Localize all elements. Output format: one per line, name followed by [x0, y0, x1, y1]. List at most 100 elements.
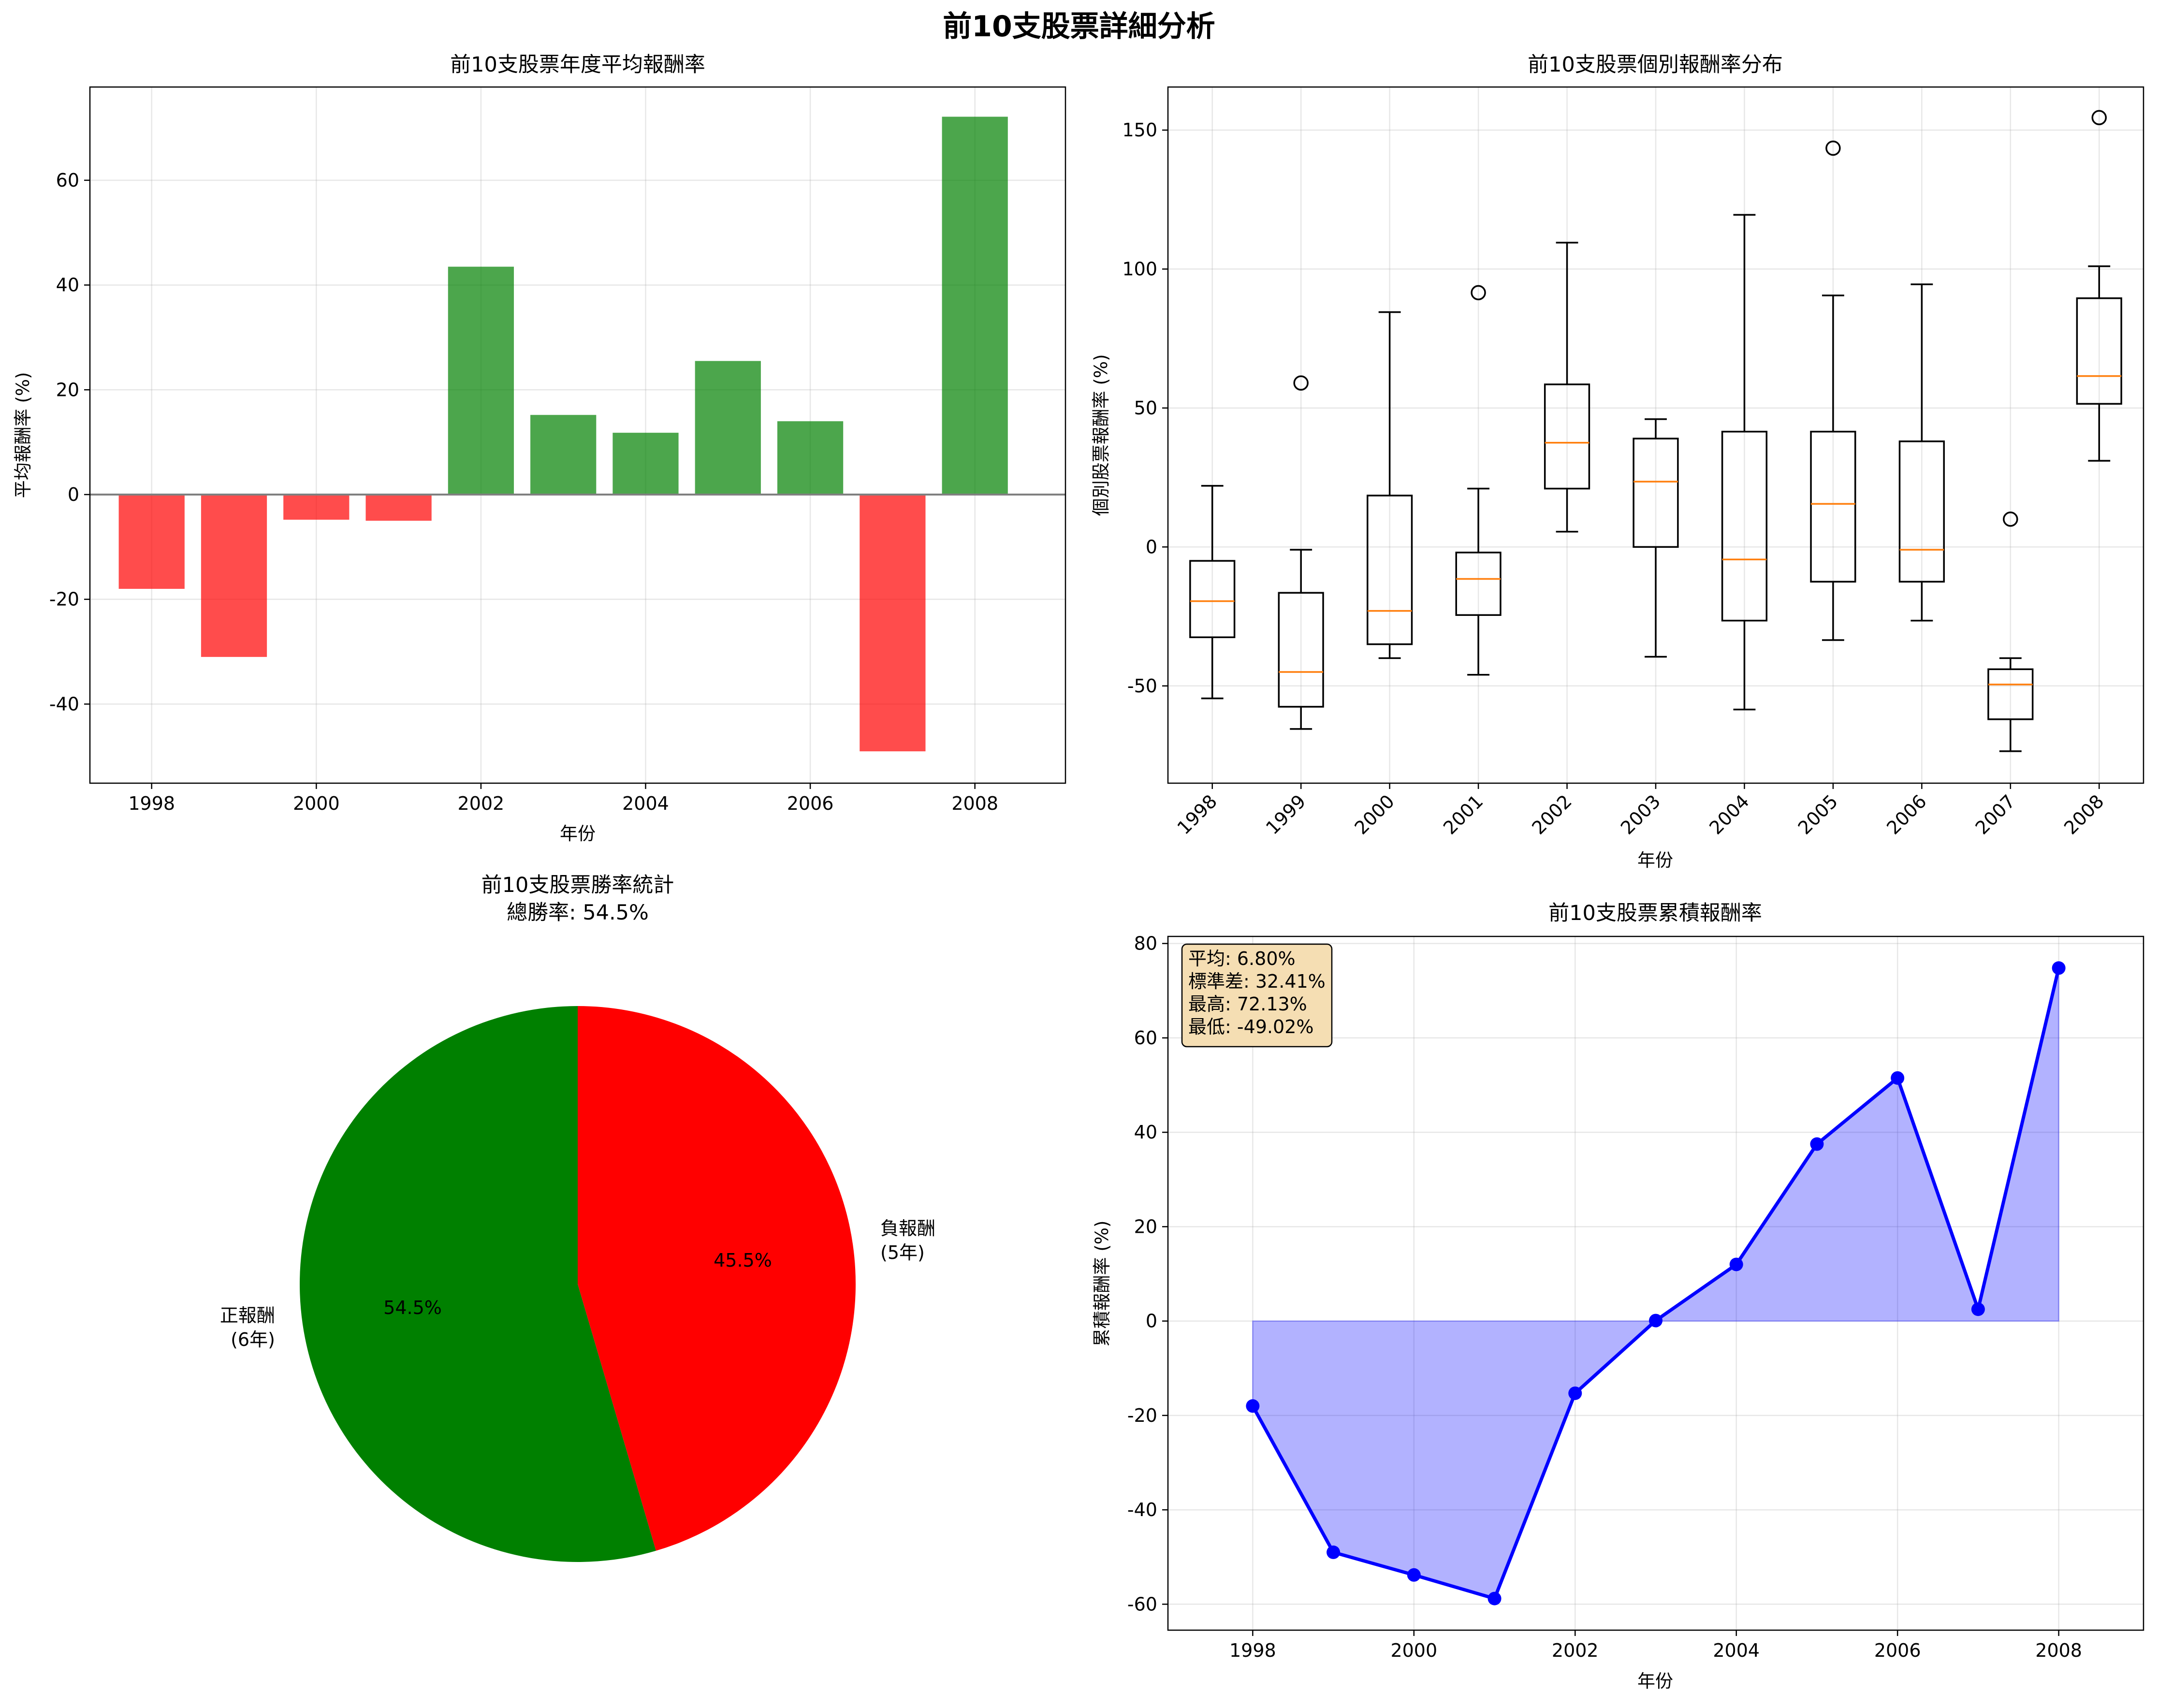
bar-2001: [365, 494, 432, 521]
bar-tick-label-y: 0: [68, 484, 79, 505]
pie-title-line1: 前10支股票勝率統計: [481, 873, 674, 897]
bar-tick-label-x: 2008: [951, 793, 998, 814]
box-body-2004: [1721, 431, 1768, 622]
cum-tick-label-x: 2006: [1874, 1640, 1921, 1661]
bar-2004: [612, 433, 679, 495]
cum-tick-label-y: -60: [1127, 1593, 1157, 1615]
stats-box-line-0: 平均: 6.80%: [1188, 948, 1296, 969]
pie-pct-label-0: 54.5%: [383, 1297, 442, 1318]
bar-series: [118, 117, 1008, 752]
cum-point-2006: [1891, 1071, 1905, 1085]
bar-tick-label-x: 2004: [622, 793, 669, 814]
cum-tick-label-y: 0: [1146, 1311, 1157, 1332]
stats-box-line-3: 最低: -49.02%: [1188, 1016, 1314, 1037]
box-body-2008: [2076, 297, 2122, 405]
box-flier-1999: [1293, 375, 1309, 391]
stats-box: 平均: 6.80%標準差: 32.41%最高: 72.13%最低: -49.02…: [1181, 943, 1333, 1048]
cum-tick-label-y: 80: [1134, 933, 1157, 954]
box-flier-2008: [2091, 110, 2107, 125]
pie-label-0-1: (6年): [231, 1329, 275, 1350]
cum-tick-label-x: 2000: [1390, 1640, 1437, 1661]
box-body-2007: [1987, 668, 2034, 720]
bar-2006: [777, 421, 844, 495]
cum-axes-frame: [1167, 935, 2144, 1631]
bar-panel: 前10支股票年度平均報酬率 1998 2000 2002 2004 2006 2008 -4…: [13, 53, 1066, 844]
box-body-2003: [1633, 438, 1679, 548]
cum-point-1999: [1327, 1545, 1341, 1559]
box-tick-label-x: 1999: [1262, 790, 1310, 839]
box-axes-frame: [1167, 86, 2144, 784]
stats-box-line-2: 最高: 72.13%: [1188, 993, 1307, 1015]
bar-2005: [695, 361, 761, 495]
cum-tick-label-x: 2008: [2035, 1640, 2082, 1661]
cum-point-2005: [1810, 1137, 1824, 1151]
bar-tick-label-x: 2000: [293, 793, 340, 814]
pie-slice-negative: [578, 1006, 856, 1551]
box-tick-label-x: 1998: [1173, 790, 1222, 839]
box-tick-label-x: 2002: [1528, 790, 1576, 839]
box-tick-label-x: 2007: [1971, 790, 2020, 839]
box-body-2006: [1898, 440, 1945, 583]
cum-point-2000: [1407, 1568, 1421, 1582]
box-flier-2007: [2003, 511, 2018, 527]
box-body-2001: [1455, 552, 1502, 616]
cum-gridlines: [1168, 936, 2143, 1630]
stats-box-line-1: 標準差: 32.41%: [1188, 971, 1326, 992]
box-tick-label-x: 2004: [1705, 790, 1753, 839]
cum-tick-label-x: 2004: [1713, 1640, 1760, 1661]
cum-ylabel: 累積報酬率 (%): [1092, 1221, 1112, 1347]
bar-tick-label-y: 20: [56, 379, 79, 400]
cum-point-2001: [1487, 1591, 1502, 1606]
bar-tick-label-x: 2002: [458, 793, 505, 814]
box-tick-label-y: 100: [1122, 259, 1157, 280]
bar-tick-label-x: 1998: [128, 793, 175, 814]
box-flier-2005: [1825, 140, 1841, 156]
bar-2003: [530, 415, 597, 495]
box-xlabel: 年份: [1637, 850, 1673, 871]
cum-point-2008: [2052, 961, 2066, 975]
bar-axes-frame: [89, 86, 1066, 784]
cum-tick-label-y: 40: [1134, 1122, 1157, 1143]
cum-tick-label-y: -40: [1127, 1499, 1157, 1520]
box-tick-label-x: 2001: [1439, 790, 1487, 839]
bar-2002: [448, 266, 514, 495]
pie-series: 54.5% 正報酬 (6年) 45.5% 負報酬 (5年): [220, 1006, 935, 1562]
cum-title: 前10支股票累積報酬率: [1548, 901, 1762, 925]
pie-panel: 前10支股票勝率統計 總勝率: 54.5% 54.5% 正報酬 (6年) 45.5% 負…: [220, 873, 935, 1562]
pie-pct-label-1: 45.5%: [714, 1250, 772, 1271]
cum-panel: 前10支股票累積報酬率 1998 2000 2002 2004 2006 2008 -60 -…: [1092, 901, 2144, 1692]
box-body-1998: [1189, 560, 1236, 638]
box-tick-labels: -50 0 50 100 150 1998 1999 2000 2001 2002 2003 2004…: [1122, 119, 2108, 839]
bar-1999: [201, 494, 267, 657]
box-tick-label-x: 2006: [1882, 790, 1931, 839]
cum-point-2002: [1568, 1386, 1582, 1400]
bar-2007: [860, 494, 926, 752]
cum-point-1998: [1246, 1399, 1260, 1413]
box-tick-label-x: 2008: [2060, 790, 2108, 839]
bar-2000: [283, 494, 350, 520]
box-series: [1189, 110, 2122, 752]
bar-tick-labels: 1998 2000 2002 2004 2006 2008 -40 -20 0 20 40 60: [49, 170, 998, 814]
pie-slice-positive: [300, 1006, 656, 1562]
cum-point-2003: [1649, 1314, 1662, 1328]
box-panel: 前10支股票個別報酬率分布 -50 0 50 100 150 1998 1999 2000 20…: [1091, 53, 2144, 871]
box-ylabel: 個別股票報酬率 (%): [1091, 354, 1111, 516]
bar-tick-label-y: -40: [49, 693, 79, 715]
box-body-2000: [1367, 495, 1413, 645]
box-tick-label-y: -50: [1127, 675, 1157, 697]
cum-tick-label-y: 20: [1134, 1216, 1157, 1237]
cum-tick-labels: 1998 2000 2002 2004 2006 2008 -60 -40 -20 0 20 40 60…: [1127, 933, 2082, 1661]
cum-tick-label-y: 60: [1134, 1027, 1157, 1049]
cum-point-2004: [1729, 1257, 1743, 1271]
bar-xlabel: 年份: [560, 823, 596, 844]
bar-tick-label-y: -20: [49, 589, 79, 610]
pie-label-1-1: (5年): [880, 1242, 925, 1263]
box-flier-2001: [1471, 285, 1486, 301]
bar-tick-label-x: 2006: [787, 793, 834, 814]
bar-title: 前10支股票年度平均報酬率: [450, 53, 705, 77]
cum-tick-label-x: 1998: [1229, 1640, 1276, 1661]
cum-area-fill: [1252, 968, 2059, 1600]
pie-label-1-0: 負報酬: [880, 1218, 935, 1239]
cum-series: [1246, 961, 2066, 1606]
